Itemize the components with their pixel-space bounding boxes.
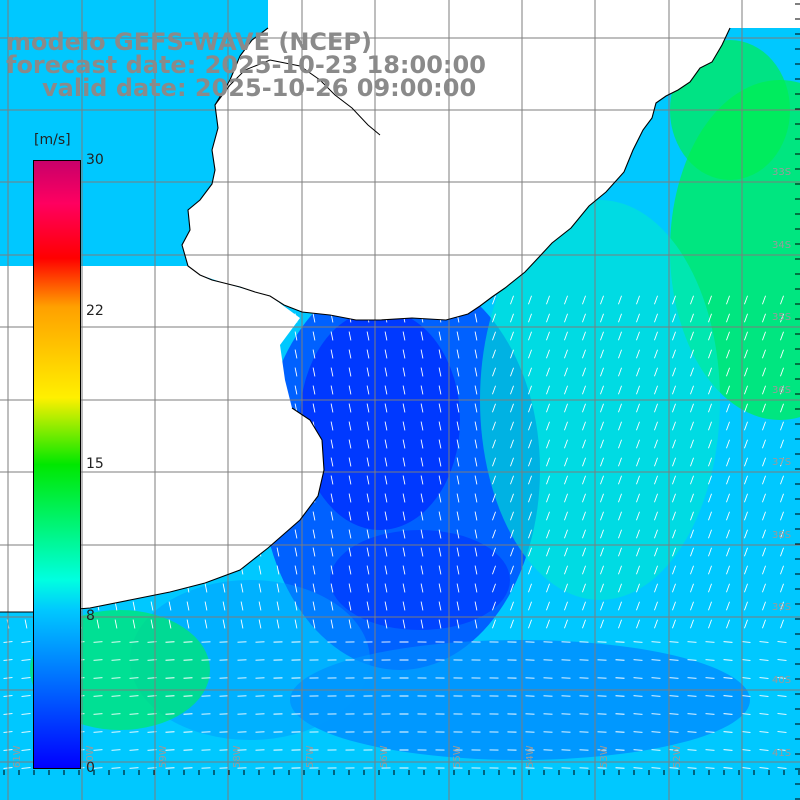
colorbar-tick-30: 30: [86, 152, 104, 168]
colorbar: [33, 160, 81, 769]
lon-label: 53W: [599, 745, 610, 768]
longitude-labels: 61W 60W 59W 58W 57W 56W 55W 54W 53W 52W: [12, 745, 683, 768]
lat-label: 33S: [772, 167, 791, 178]
colorbar-tick-0: 0: [86, 760, 95, 776]
lon-label: 54W: [525, 745, 536, 768]
lat-label: 38S: [772, 530, 791, 541]
lat-label: 37S: [772, 457, 791, 468]
country-border: [214, 59, 381, 136]
lat-label: 40S: [772, 675, 791, 686]
colorbar-tick-8: 8: [86, 608, 95, 624]
forecast-date: forecast date: 2025-10-23 18:00:00: [6, 51, 486, 79]
colorbar-tick-22: 22: [86, 303, 104, 319]
lon-label: 57W: [305, 745, 316, 768]
colorbar-units: [m/s]: [34, 132, 71, 148]
lat-label: 34S: [772, 240, 791, 251]
coastline: [0, 27, 731, 613]
land-mass: [0, 0, 800, 612]
lon-label: 61W: [12, 745, 23, 768]
lat-label: 35S: [772, 312, 791, 323]
colorbar-tick-15: 15: [86, 456, 104, 472]
latitude-labels: 33S 34S 35S 36S 37S 38S 39S 40S 41S: [772, 167, 791, 759]
model-title: modelo GEFS-WAVE (NCEP): [6, 28, 372, 56]
lon-label: 59W: [158, 745, 169, 768]
lat-label: 36S: [772, 385, 791, 396]
lon-label: 58W: [232, 745, 243, 768]
lon-label: 56W: [379, 745, 390, 768]
lat-label: 41S: [772, 748, 791, 759]
valid-date: valid date: 2025-10-26 09:00:00: [42, 74, 477, 102]
lat-label: 39S: [772, 602, 791, 613]
lon-label: 55W: [452, 745, 463, 768]
map-frame-ticks: [3, 3, 800, 800]
lon-label: 52W: [672, 745, 683, 768]
lon-label: 60W: [85, 745, 96, 768]
